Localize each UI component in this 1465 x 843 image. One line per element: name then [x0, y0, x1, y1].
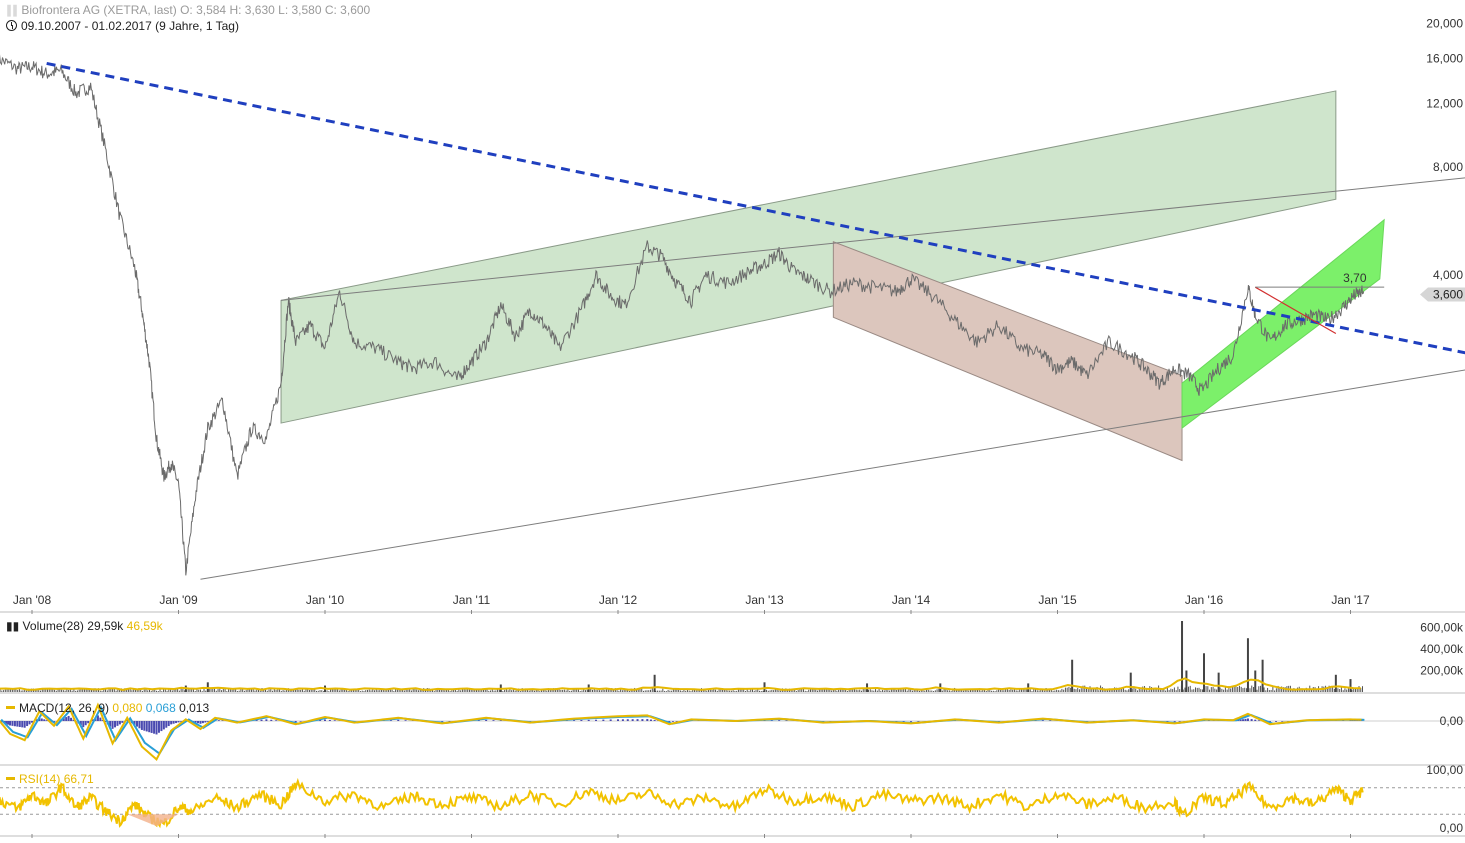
macd-legend-value-2: 0,068	[145, 701, 176, 715]
rsi-swatch-icon	[6, 777, 15, 780]
date-range: 09.10.2007 - 01.02.2017 (9 Jahre, 1 Tag)	[6, 19, 239, 33]
macd-swatch-icon	[6, 706, 15, 709]
last-price-label: 3,600	[1433, 287, 1463, 301]
price-y-tick: 20,000	[1426, 17, 1463, 31]
upper-trend-line	[280, 177, 1465, 301]
x-axis-tick: Jan '10	[306, 593, 345, 607]
price-y-tick: 16,000	[1426, 52, 1463, 66]
macd-y-tick: 0,00	[1440, 714, 1464, 728]
volume-legend: ▮▮ Volume(28) 29,59k 46,59k	[6, 619, 163, 633]
rsi-y-tick: 0,00	[1440, 821, 1464, 835]
chart-header: ∥∥ Biofrontera AG (XETRA, last) O: 3,584…	[6, 3, 370, 17]
ohlc-readout: O: 3,584 H: 3,630 L: 3,580 C: 3,600	[180, 3, 371, 17]
last-price-tag	[1420, 287, 1465, 302]
volume-y-tick: 600,00k	[1420, 620, 1464, 634]
macd-legend-value-3: 0,013	[179, 701, 210, 715]
volume-y-tick: 200,00k	[1420, 663, 1464, 677]
red-trend-line	[1254, 286, 1337, 335]
bars-icon: ∥∥	[6, 3, 22, 17]
bar-chart-icon: ▮▮	[6, 619, 23, 633]
x-axis-tick: Jan '12	[599, 593, 638, 607]
axes-layer: 20,000 16,000 12,000 8,000 4,000 3,600 Jan '08…	[13, 17, 1465, 838]
volume-legend-value-2: 46,59k	[126, 619, 163, 633]
macd-layer: 0,00	[0, 702, 1464, 761]
price-layer	[0, 54, 1365, 576]
price-y-tick: 4,000	[1433, 268, 1463, 282]
x-axis-tick: Jan '11	[453, 593, 491, 607]
volume-average-line	[0, 677, 1361, 691]
x-axis-tick: Jan '09	[159, 593, 198, 607]
x-axis-tick: Jan '17	[1331, 593, 1370, 607]
rsi-legend-value: 66,71	[63, 772, 94, 786]
price-y-tick: 8,000	[1433, 160, 1463, 174]
x-axis-tick: Jan '15	[1038, 593, 1077, 607]
rsi-y-tick: 100,00	[1426, 763, 1463, 777]
macd-legend: MACD(12, 26, 9) 0,080 0,068 0,013	[6, 701, 209, 715]
macd-line	[0, 702, 1362, 761]
rsi-layer: 100,00 0,00	[0, 763, 1463, 835]
volume-legend-name: Volume(28)	[22, 619, 84, 633]
volume-y-tick: 400,00k	[1420, 642, 1464, 656]
rsi-oversold-fill	[127, 814, 179, 827]
annotation-370: 3,70	[1343, 271, 1367, 285]
date-range-text: 09.10.2007 - 01.02.2017	[21, 19, 152, 33]
rsi-legend-name: RSI(14)	[19, 772, 61, 786]
x-axis-tick: Jan '16	[1185, 593, 1224, 607]
volume-layer: 600,00k 400,00k 200,00k	[0, 620, 1464, 692]
x-axis-tick: Jan '08	[13, 593, 52, 607]
price-y-tick: 12,000	[1426, 96, 1463, 110]
macd-legend-name: MACD(12, 26, 9)	[19, 701, 110, 715]
volume-legend-value-1: 29,59k	[87, 619, 124, 633]
long-support-line	[200, 369, 1465, 580]
overlay-layer: 3,70	[46, 61, 1465, 580]
x-axis-tick: Jan '13	[745, 593, 784, 607]
falling-brown-channel	[832, 240, 1183, 462]
clock-icon	[6, 20, 17, 31]
instrument-title: Biofrontera AG (XETRA, last)	[21, 3, 177, 17]
macd-legend-value-1: 0,080	[112, 701, 143, 715]
dashed-downtrend-line	[46, 61, 1465, 355]
date-range-detail: (9 Jahre, 1 Tag)	[155, 19, 239, 33]
price-series-line	[0, 54, 1365, 576]
x-axis-tick: Jan '14	[892, 593, 931, 607]
rsi-legend: RSI(14) 66,71	[6, 772, 94, 786]
